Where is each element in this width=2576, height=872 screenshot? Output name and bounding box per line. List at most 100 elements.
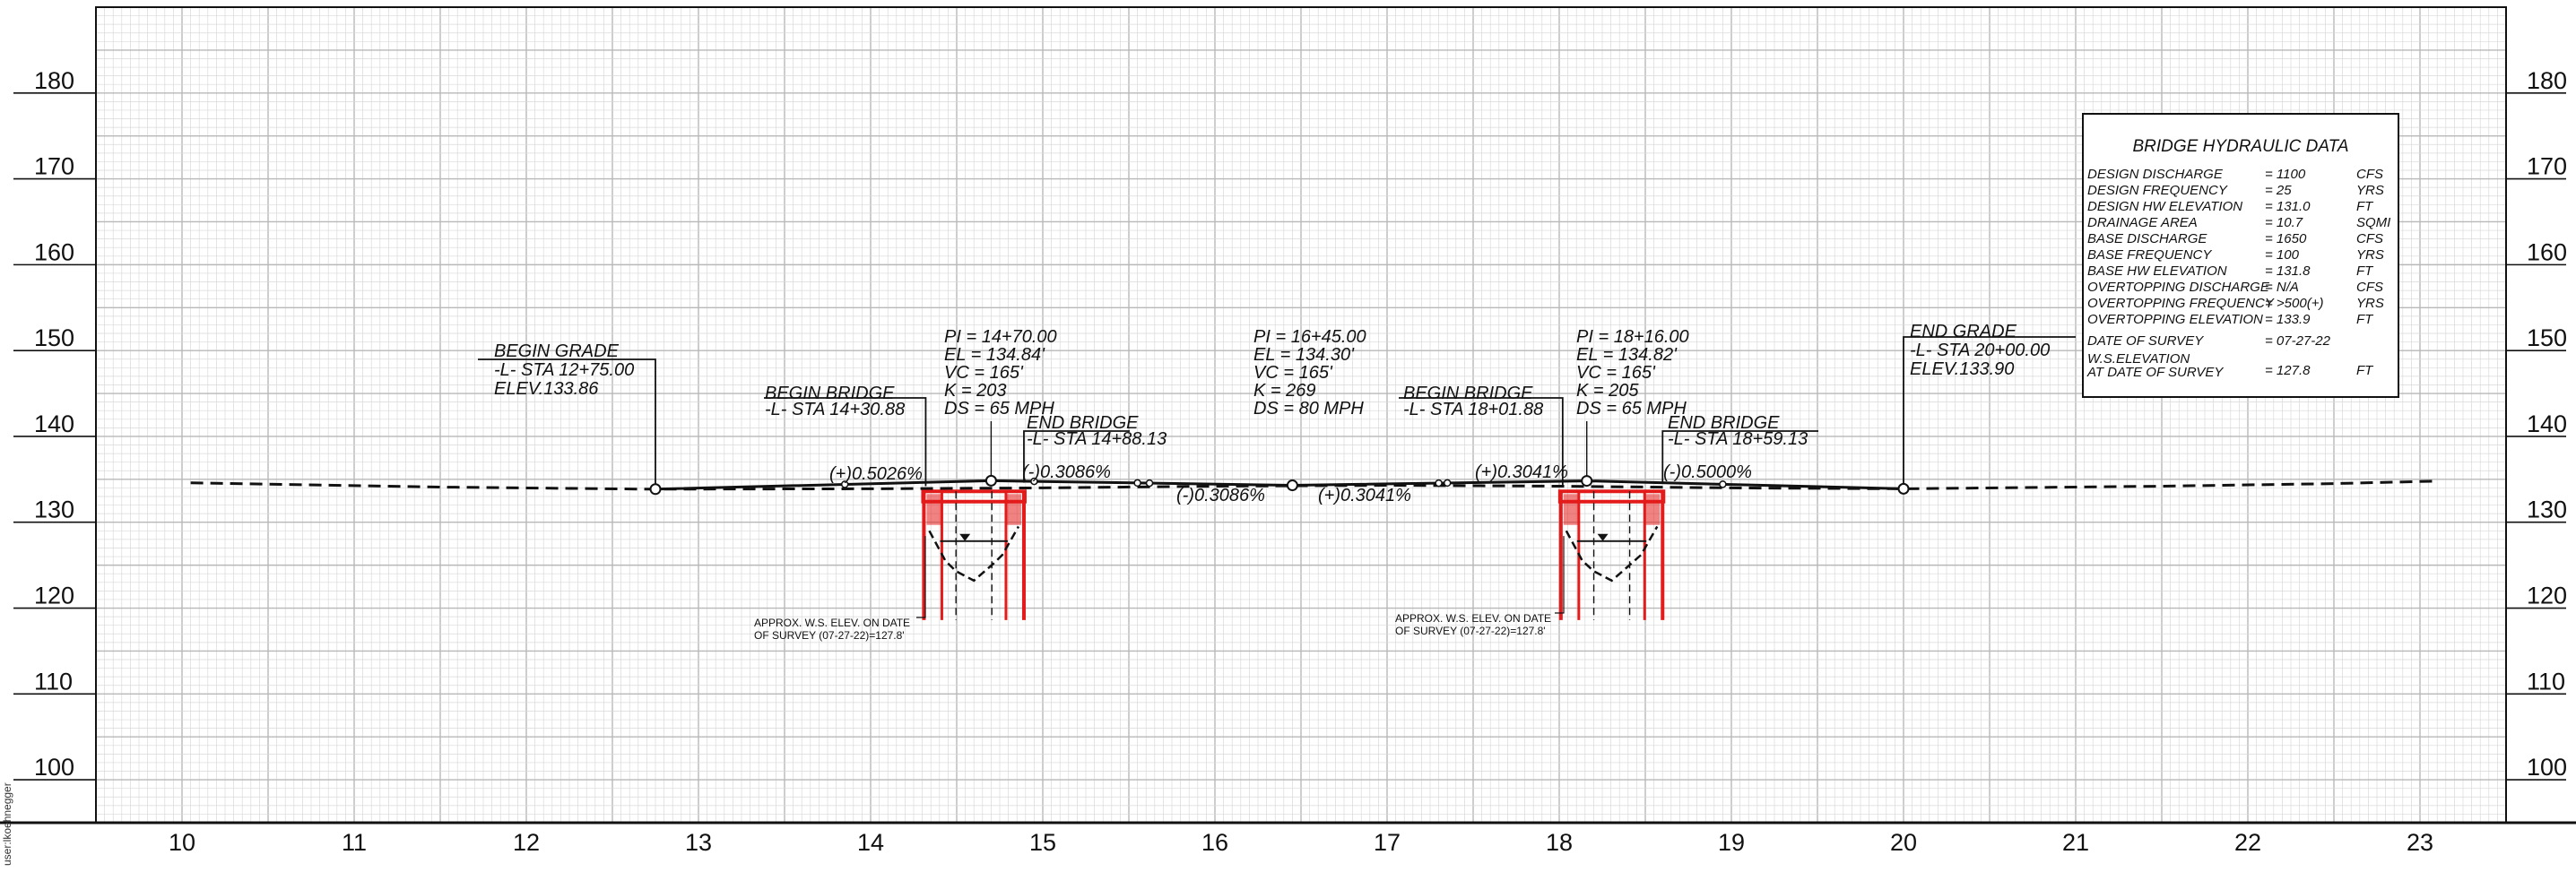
table-row-label: DESIGN FREQUENCY	[2087, 183, 2228, 198]
table-row-label: BASE FREQUENCY	[2087, 247, 2212, 263]
elevation-label-right: 100	[2527, 754, 2567, 781]
grade-percent-label: (-)0.3086%	[1176, 486, 1265, 505]
elevation-label-left: 160	[34, 238, 74, 265]
table-row-unit: CFS	[2356, 280, 2383, 295]
channel-bottom-line	[1565, 525, 1659, 583]
table-row-unit: CFS	[2356, 231, 2383, 246]
table-row-value: = 10.7	[2265, 215, 2303, 230]
grade-tick-marker	[1145, 479, 1154, 488]
bridge-riprap-left	[926, 494, 941, 525]
ws-elevation-label-2: AT DATE OF SURVEY	[2086, 365, 2224, 380]
channel-bottom-line	[928, 525, 1020, 583]
grade-tick-marker	[1133, 479, 1141, 488]
end-bridge-2-callout-line: -L- STA 18+59.13	[1668, 429, 1808, 449]
begin-bridge-2-leader	[1399, 397, 1564, 487]
station-label: 17	[1374, 829, 1401, 856]
survey-date-label: DATE OF SURVEY	[2087, 333, 2204, 349]
end-bridge-1-leader	[1023, 430, 1130, 483]
elevation-label-right: 160	[2527, 238, 2567, 265]
station-axis: 10 11 12 13 14 15 16 17 18 19 20 21 22 23	[169, 829, 2433, 856]
vertical-curve-data-line: EL = 134.30'	[1253, 345, 1355, 365]
elevation-label-right: 130	[2527, 496, 2567, 523]
table-row-unit: FT	[2356, 199, 2374, 214]
end-bridge-1-callout-line: -L- STA 14+88.13	[1027, 429, 1167, 449]
begin-bridge-1-callout-line: -L- STA 14+30.88	[765, 400, 905, 419]
end-bridge-2-callout-line: END BRIDGE	[1668, 413, 1780, 433]
table-row-label: OVERTOPPING ELEVATION	[2087, 312, 2263, 327]
elevation-label-right: 180	[2527, 67, 2567, 94]
end-bridge-2-callout: END BRIDGE-L- STA 18+59.13	[1668, 413, 1808, 449]
table-row-value: = 133.9	[2265, 312, 2311, 327]
grade-percent-label: (-)0.5000%	[1663, 462, 1752, 482]
elevation-axis-right: 180 170 160 150 140 130 120 110 100	[2506, 67, 2567, 781]
side-note: user:lkoehnegger	[1, 782, 13, 866]
water-note-line: OF SURVEY (07-27-22)=127.8'	[1395, 625, 1546, 637]
bridges	[921, 489, 1666, 620]
elevation-label-left: 180	[34, 67, 74, 94]
table-row-unit: SQMI	[2356, 215, 2390, 230]
vertical-curve-data-line: PI = 14+70.00	[944, 327, 1057, 347]
vertical-curve-data-line: DS = 80 MPH	[1253, 399, 1364, 419]
station-label: 11	[342, 829, 367, 856]
end-bridge-2-leader	[1661, 430, 1818, 483]
grade-tick-marker	[1030, 477, 1038, 486]
table-title: BRIDGE HYDRAULIC DATA	[2132, 137, 2348, 156]
grade-point-marker	[1286, 479, 1298, 492]
ws-elevation-label: W.S.ELEVATION	[2087, 351, 2190, 367]
elevation-label-left: 170	[34, 153, 74, 180]
water-surface-symbol	[959, 533, 971, 541]
elevation-label-right: 110	[2527, 668, 2565, 695]
bridge-riprap-right	[1006, 494, 1021, 525]
begin-grade-callout-line: BEGIN GRADE	[494, 341, 620, 361]
end-grade-callout-line: END GRADE	[1910, 322, 2017, 341]
vertical-curve-data-line: K = 203	[944, 381, 1007, 401]
grade-point-marker	[1897, 482, 1910, 495]
grade-percent-label: (-)0.3086%	[1022, 462, 1111, 482]
table-row-label: BASE DISCHARGE	[2087, 231, 2207, 246]
station-label: 23	[2407, 829, 2433, 856]
table-row-value: = 131.0	[2265, 199, 2311, 214]
begin-bridge-2-callout-line: BEGIN BRIDGE	[1403, 384, 1533, 403]
begin-grade-callout-line: ELEV.133.86	[494, 379, 599, 399]
table-row-value: = 100	[2265, 247, 2300, 263]
grade-percent-label: (+)0.3041%	[1318, 486, 1411, 505]
grade-tick-marker	[1719, 480, 1727, 488]
water-note-line: APPROX. W.S. ELEV. ON DATE	[754, 617, 910, 629]
station-label: 15	[1029, 829, 1056, 856]
elevation-label-right: 140	[2527, 410, 2567, 437]
end-grade-callout-line: -L- STA 20+00.00	[1910, 341, 2050, 360]
vertical-curve-data-line: K = 205	[1576, 381, 1639, 401]
bridge-hydraulic-data-table: BRIDGE HYDRAULIC DATA DESIGN DISCHARGE = 1…	[2082, 113, 2399, 398]
vertical-curve-data-line: VC = 165'	[1576, 363, 1656, 383]
table-row-unit: FT	[2356, 263, 2374, 279]
begin-grade-leader	[478, 358, 656, 484]
vertical-curve-data-line: VC = 165'	[944, 363, 1024, 383]
end-bridge-1-callout: END BRIDGE-L- STA 14+88.13	[1027, 413, 1167, 449]
vertical-curve-data-line: DS = 65 MPH	[944, 399, 1054, 419]
table-row-label: DRAINAGE AREA	[2087, 215, 2198, 230]
bridge-riprap-left	[1563, 494, 1578, 525]
table-frame	[2082, 113, 2399, 398]
table-row-unit: FT	[2356, 312, 2374, 327]
grade-point-marker	[649, 483, 662, 496]
station-label: 21	[2062, 829, 2089, 856]
table-row-value: = 131.8	[2265, 263, 2311, 279]
station-label: 16	[1201, 829, 1228, 856]
vertical-curve-data-line: EL = 134.82'	[1576, 345, 1678, 365]
end-grade-callout-line: ELEV.133.90	[1910, 359, 2014, 379]
survey-date-value: = 07-27-22	[2265, 333, 2331, 349]
ws-elevation-unit: FT	[2356, 363, 2374, 378]
elevation-label-left: 120	[34, 583, 74, 609]
table-row-unit: CFS	[2356, 167, 2383, 182]
elevation-label-left: 100	[34, 754, 74, 781]
end-grade-leader	[1903, 336, 2076, 484]
elevation-label-left: 140	[34, 410, 74, 437]
station-label: 20	[1890, 829, 1917, 856]
begin-grade-callout-line: -L- STA 12+75.00	[494, 360, 634, 380]
water-note-line: APPROX. W.S. ELEV. ON DATE	[1395, 612, 1551, 625]
table-row-value: = 25	[2265, 183, 2292, 198]
station-label: 13	[685, 829, 712, 856]
